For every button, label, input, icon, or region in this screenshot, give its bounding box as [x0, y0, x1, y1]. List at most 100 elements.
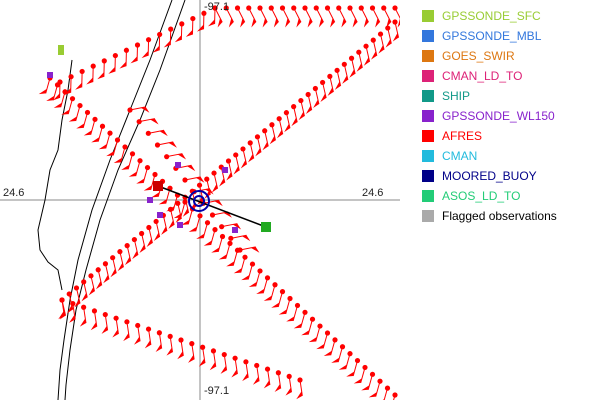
legend-item[interactable]: GPSSONDE_MBL — [422, 26, 597, 46]
legend: GPSSONDE_SFC GPSSONDE_MBL GOES_SWIR CMAN_LD… — [422, 6, 597, 226]
wind-barb-flag — [119, 61, 126, 68]
wind-barb-flag — [112, 329, 118, 337]
wind-barb-flag — [186, 30, 193, 37]
legend-swatch — [422, 10, 434, 22]
wind-barb-flag — [240, 18, 245, 27]
wind-barb-flag — [234, 166, 240, 175]
wind-barb-shaft — [238, 8, 245, 22]
wind-barb-flag — [141, 107, 149, 113]
legend-item[interactable]: Flagged observations — [422, 206, 597, 226]
wind-barb-shaft — [249, 8, 256, 22]
legend-label: MOORED_BUOY — [442, 169, 537, 183]
wind-barb-flag — [357, 63, 363, 72]
sonde-marker[interactable] — [232, 227, 238, 233]
legend-label: CMAN_LD_TO — [442, 69, 522, 83]
wind-barb-flag — [166, 347, 172, 355]
legend-label: AFRES — [442, 129, 482, 143]
wind-barb-shaft — [61, 92, 65, 107]
legend-item[interactable]: MOORED_BUOY — [422, 166, 597, 186]
track-end-marker[interactable] — [261, 222, 271, 232]
sonde-marker[interactable] — [147, 197, 153, 203]
lon-label-top: -97.1 — [204, 1, 229, 13]
sonde-marker[interactable] — [157, 212, 163, 218]
wind-barb-flag — [161, 226, 167, 235]
wind-barb-flag — [291, 118, 297, 127]
wind-barb-flag — [177, 351, 183, 359]
wind-barb-flag — [319, 18, 324, 27]
legend-swatch — [422, 150, 434, 162]
wind-barb-flag — [364, 57, 370, 66]
wind-barb-flag — [296, 391, 302, 399]
legend-swatch — [422, 190, 434, 202]
wind-barb-flag — [386, 39, 392, 48]
wind-barb-flag — [353, 18, 358, 27]
wind-barb-flag — [132, 250, 138, 259]
wind-barb-shaft — [328, 8, 335, 22]
legend-item[interactable]: SHIP — [422, 86, 597, 106]
wind-barb-flag — [349, 69, 355, 78]
legend-item[interactable]: GPSSONDE_WL150 — [422, 106, 597, 126]
wind-barb-flag — [123, 333, 129, 341]
wind-barb-flag — [285, 387, 291, 395]
legend-item[interactable]: GOES_SWIR — [422, 46, 597, 66]
wind-barb-flag — [253, 377, 259, 385]
wind-barb-flag — [118, 263, 124, 272]
wind-barb-flag — [131, 56, 138, 63]
wind-barb-flag — [275, 384, 281, 392]
track-start-marker[interactable] — [153, 181, 163, 191]
wind-barb-flag — [274, 18, 279, 27]
legend-swatch — [422, 30, 434, 42]
sonde-sfc-marker[interactable] — [58, 45, 64, 55]
wind-barb-flag — [371, 51, 377, 60]
legend-label: GPSSONDE_MBL — [442, 29, 541, 43]
wind-barb-flag — [335, 81, 341, 90]
wind-barb-flag — [154, 232, 160, 241]
wind-barb-flag — [398, 18, 400, 27]
wind-barb-flag — [378, 45, 384, 54]
map-canvas[interactable] — [0, 0, 400, 400]
wind-barb-flag — [229, 18, 234, 27]
legend-item[interactable]: CMAN_LD_TO — [422, 66, 597, 86]
legend-label: GOES_SWIR — [442, 49, 515, 63]
wind-barb-flag — [147, 238, 153, 247]
wind-barb-flag — [364, 18, 369, 27]
wind-barb-flag — [221, 366, 227, 374]
wind-barb-flag — [320, 93, 326, 102]
wind-barb-flag — [89, 287, 95, 296]
wind-barb-flag — [183, 208, 189, 217]
wind-barb-flag — [108, 67, 115, 74]
legend-swatch — [422, 170, 434, 182]
wind-barb-flag — [251, 247, 259, 253]
wind-map[interactable]: -97.1 24.6 24.6 -97.1 — [0, 0, 400, 400]
legend-item[interactable]: AFRES — [422, 126, 597, 146]
legend-swatch — [422, 210, 434, 222]
wind-barb-flag — [91, 322, 97, 330]
wind-barb-flag — [175, 35, 182, 42]
wind-barb-flag — [341, 18, 346, 27]
wind-barb-flag — [103, 275, 109, 284]
legend-label: Flagged observations — [442, 209, 557, 223]
wind-barb-flag — [262, 142, 268, 151]
wind-barb-shaft — [256, 271, 260, 286]
wind-barb-flag — [75, 83, 82, 90]
wind-barb-flag — [81, 293, 87, 302]
wind-barb-flag — [296, 18, 301, 27]
wind-barb-flag — [299, 111, 305, 120]
wind-barb-shaft — [383, 388, 387, 400]
lon-label-bottom: -97.1 — [204, 385, 229, 397]
wind-barb-flag — [80, 318, 86, 326]
wind-barb-flag — [306, 105, 312, 114]
legend-item[interactable]: CMAN — [422, 146, 597, 166]
legend-item[interactable]: ASOS_LD_TO — [422, 186, 597, 206]
wind-barb-flag — [156, 344, 162, 352]
legend-item[interactable]: GPSSONDE_SFC — [422, 6, 597, 26]
wind-barb-flag — [142, 51, 149, 58]
wind-barb-flag — [328, 87, 334, 96]
lat-label-right: 24.6 — [362, 187, 383, 199]
sonde-marker[interactable] — [177, 222, 183, 228]
legend-label: SHIP — [442, 89, 470, 103]
sonde-marker[interactable] — [222, 167, 228, 173]
sonde-marker[interactable] — [47, 72, 53, 78]
wind-barb-flag — [251, 18, 256, 27]
sonde-marker[interactable] — [175, 162, 181, 168]
